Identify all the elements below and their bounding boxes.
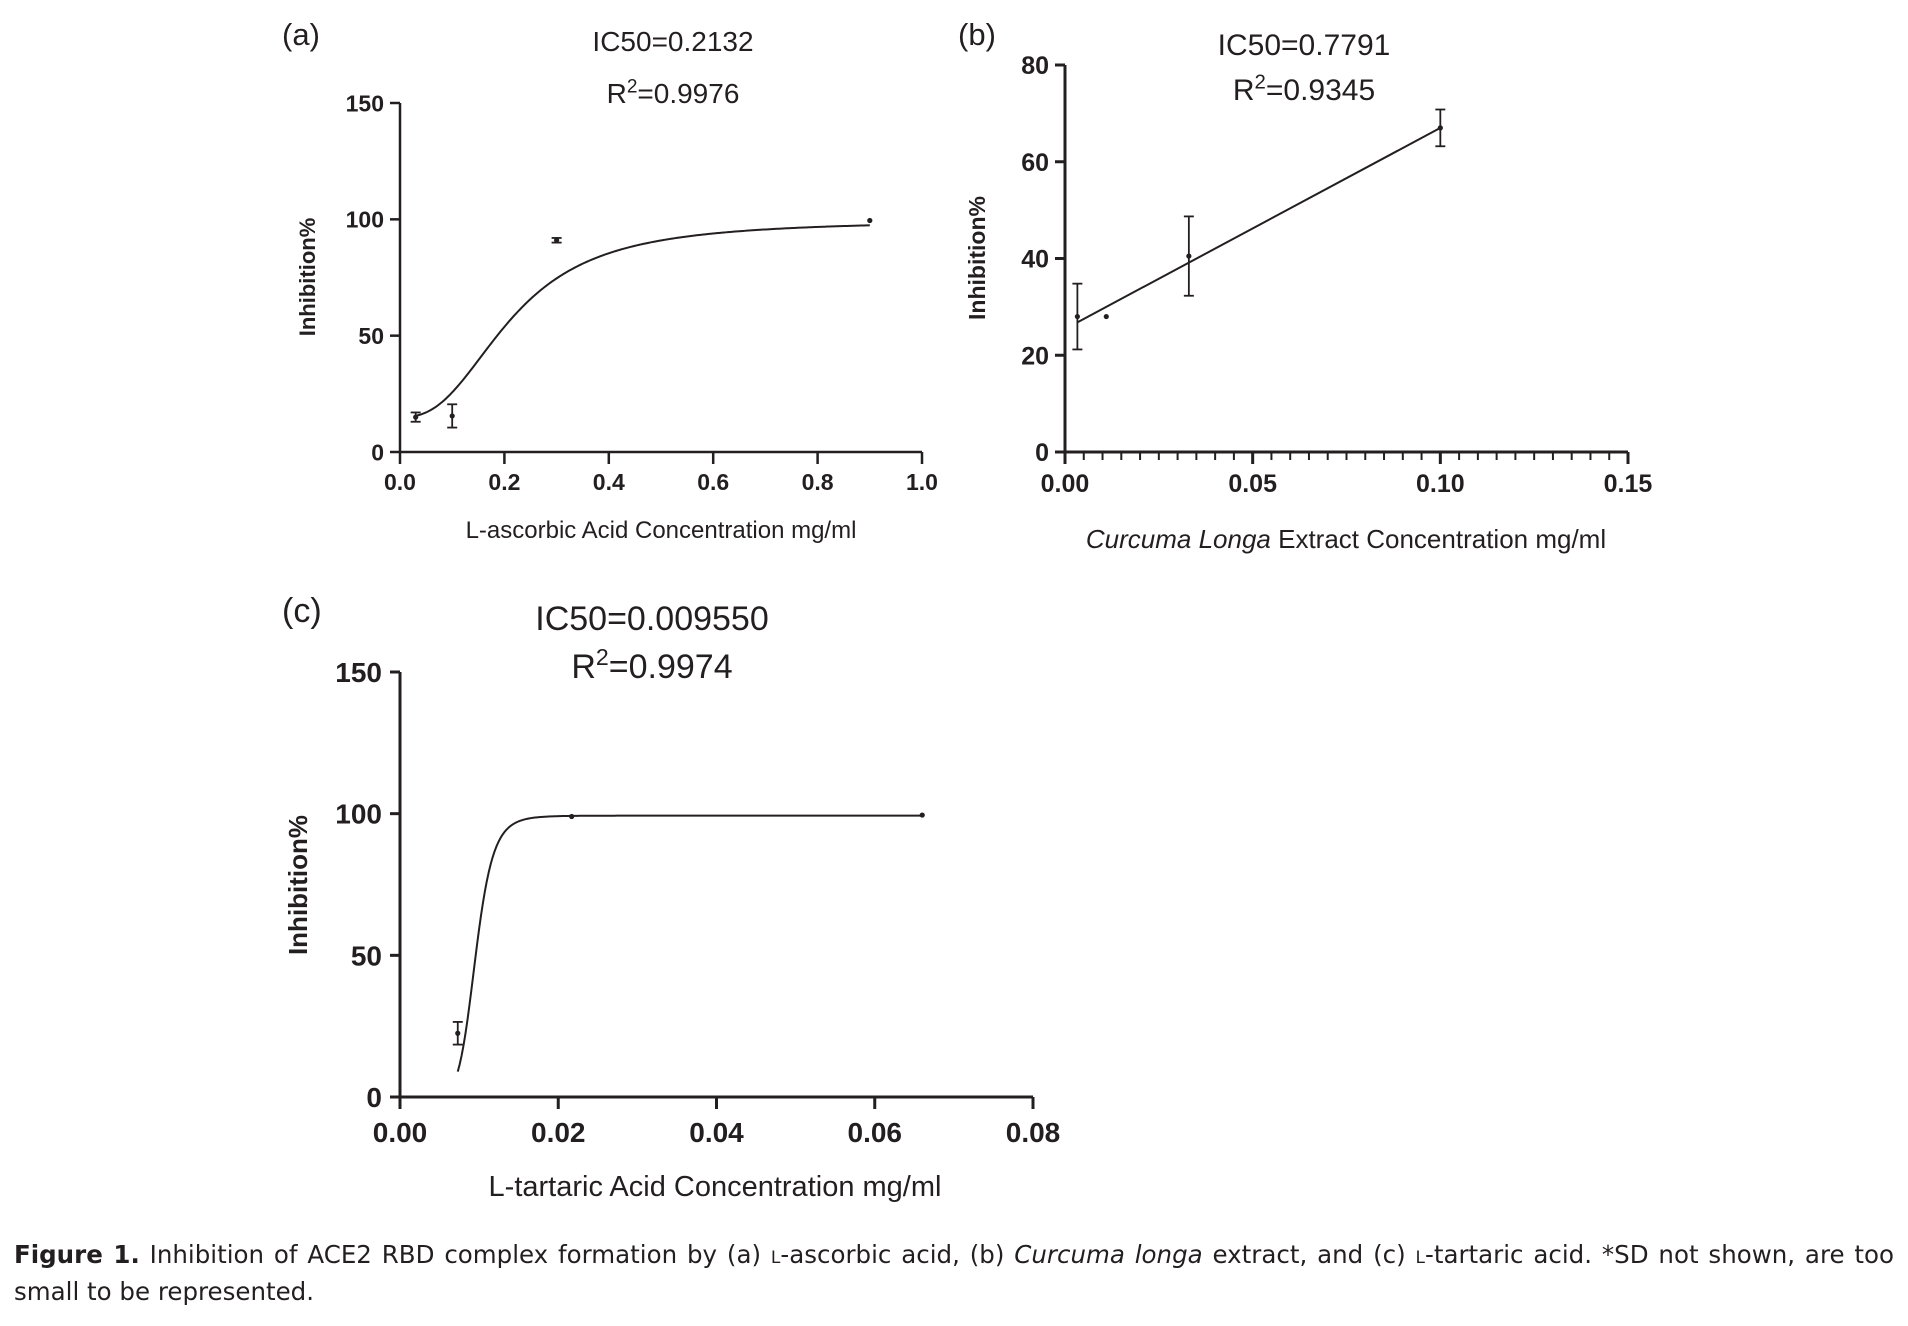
y-axis-label: Inhibition% [295, 218, 320, 337]
caption-label: Figure 1. [14, 1240, 140, 1269]
x-tick-label: 0.06 [848, 1117, 903, 1148]
x-tick-label: 0.8 [802, 469, 834, 495]
y-axis-label: Inhibition% [283, 815, 313, 955]
data-point [1186, 253, 1192, 259]
ic50-label: IC50=0.2132 [592, 26, 753, 57]
x-tick-label: 0.04 [689, 1117, 744, 1148]
x-axis-label: L-tartaric Acid Concentration mg/ml [489, 1171, 942, 1203]
data-point [1437, 125, 1443, 131]
y-tick-label: 100 [346, 207, 384, 233]
panel-label: (b) [958, 17, 996, 52]
panel-label: (a) [282, 17, 320, 52]
r-squared-label: R2=0.9345 [1233, 72, 1375, 107]
panel-b: (b) IC50=0.7791 R2=0.9345 0 20 40 60 80 0.00 0.05… [958, 17, 1652, 554]
y-tick-label: 150 [335, 657, 382, 688]
x-tick-label: 0.00 [1041, 470, 1090, 498]
y-tick-label: 40 [1021, 246, 1049, 274]
data-point [867, 217, 873, 224]
y-tick-label: 60 [1021, 149, 1049, 177]
x-axis-label: Curcuma Longa Extract Concentration mg/m… [1086, 524, 1606, 554]
y-tick-label: 80 [1021, 52, 1049, 80]
x-tick-label: 0.6 [697, 469, 729, 495]
y-axis-label: Inhibition% [964, 196, 990, 320]
y-tick-label: 0 [1035, 439, 1049, 467]
ic50-label: IC50=0.009550 [535, 600, 768, 638]
x-tick-label: 0.10 [1416, 470, 1465, 498]
y-tick-label: 50 [351, 940, 382, 971]
ic50-label: IC50=0.7791 [1218, 29, 1391, 62]
data-point [1074, 313, 1080, 320]
x-axis-label: L-ascorbic Acid Concentration mg/ml [466, 517, 857, 544]
data-point [449, 413, 455, 419]
fit-curve [415, 224, 870, 417]
data-point [919, 812, 925, 818]
y-tick-label: 0 [366, 1082, 382, 1113]
caption-italic-species: Curcuma longa [1014, 1240, 1203, 1269]
panel-c: (c) IC50=0.009550 R2=0.9974 0 50 100 150 0.00 0.… [282, 592, 1060, 1203]
caption-text-2: -ascorbic acid, (b) [780, 1240, 1015, 1269]
data-point [413, 414, 419, 420]
caption-text-3: extract, and (c) [1202, 1240, 1416, 1269]
data-point [455, 1030, 461, 1036]
x-tick-label: 0.08 [1006, 1117, 1061, 1148]
data-point [1103, 313, 1109, 320]
caption-smallcaps-l-1: l [770, 1248, 781, 1268]
y-tick-label: 0 [371, 439, 384, 465]
x-tick-label: 0.4 [593, 469, 625, 495]
r-squared-label: R2=0.9974 [571, 644, 732, 686]
caption-text-1: Inhibition of ACE2 RBD complex formation… [139, 1240, 771, 1269]
x-tick-label: 0.05 [1228, 470, 1277, 498]
data-point [554, 237, 560, 243]
r-squared-label: R2=0.9976 [607, 76, 740, 109]
x-tick-label: 0.00 [373, 1117, 428, 1148]
figure-caption: Figure 1. Inhibition of ACE2 RBD complex… [14, 1238, 1894, 1309]
x-tick-label: 0.2 [488, 469, 520, 495]
caption-smallcaps-l-2: l [1415, 1248, 1426, 1268]
y-tick-label: 100 [335, 799, 382, 830]
fit-curve [456, 814, 923, 1072]
caption-text-4: -tartaric acid. *SD not shown, are too s… [14, 1240, 1895, 1306]
y-tick-label: 50 [358, 323, 384, 349]
x-tick-label: 0.02 [531, 1117, 586, 1148]
y-tick-label: 20 [1021, 342, 1049, 370]
panel-label: (c) [282, 592, 322, 630]
fit-line [1076, 127, 1441, 324]
x-tick-label: 1.0 [906, 469, 938, 495]
x-tick-label: 0.15 [1604, 470, 1653, 498]
data-point [569, 813, 575, 820]
panel-a: (a) IC50=0.2132 R2=0.9976 0 50 100 150 0.0 0.2 0.… [282, 17, 938, 544]
y-tick-label: 150 [346, 90, 384, 116]
x-tick-label: 0.0 [384, 469, 416, 495]
